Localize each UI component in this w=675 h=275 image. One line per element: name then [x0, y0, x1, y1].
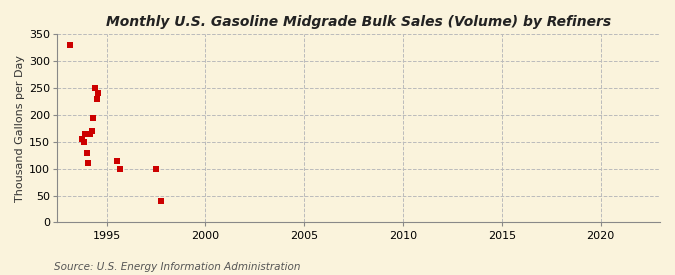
Point: [151, 166, 161, 171]
Point: [90, 86, 101, 90]
Point: [82, 150, 92, 155]
Point: [115, 166, 126, 171]
Point: [86, 129, 97, 133]
Point: [85, 131, 96, 136]
Point: [76, 137, 87, 141]
Point: [83, 161, 94, 166]
Point: [156, 199, 167, 203]
Text: Source: U.S. Energy Information Administration: Source: U.S. Energy Information Administ…: [54, 262, 300, 272]
Point: [111, 158, 122, 163]
Point: [65, 43, 76, 47]
Point: [80, 131, 90, 136]
Point: [78, 140, 89, 144]
Point: [91, 97, 102, 101]
Point: [93, 91, 104, 96]
Title: Monthly U.S. Gasoline Midgrade Bulk Sales (Volume) by Refiners: Monthly U.S. Gasoline Midgrade Bulk Sale…: [106, 15, 611, 29]
Point: [88, 116, 99, 120]
Y-axis label: Thousand Gallons per Day: Thousand Gallons per Day: [15, 55, 25, 202]
